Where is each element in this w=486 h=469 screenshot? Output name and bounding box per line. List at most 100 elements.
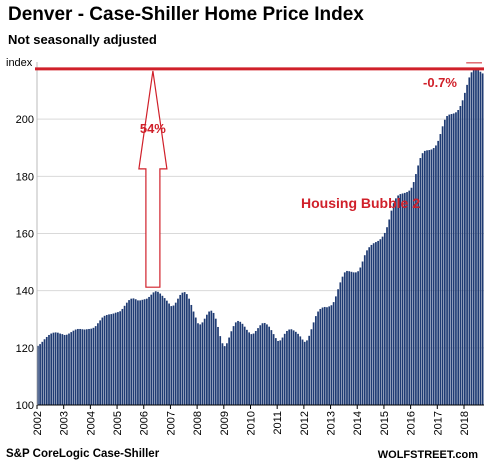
bar [423, 150, 426, 405]
bar [170, 306, 173, 405]
bar [266, 324, 268, 405]
bar [199, 324, 202, 405]
bar [163, 298, 166, 405]
bar [263, 322, 266, 405]
y-axis-label: index [6, 57, 33, 69]
bar [299, 336, 302, 405]
bar [290, 329, 293, 405]
y-tick-label: 120 [16, 343, 34, 355]
bar [77, 328, 79, 405]
bar [439, 134, 442, 405]
bar [183, 292, 186, 405]
bar [314, 316, 317, 405]
rise-percent-label: 54% [140, 121, 166, 136]
bubble-label: Housing Bubble 2 [301, 195, 420, 211]
chart-title: Denver - Case-Shiller Home Price Index [8, 4, 364, 25]
bar [297, 333, 299, 405]
bar [479, 71, 482, 405]
x-tick-label: 2013 [326, 411, 338, 435]
bar [97, 323, 99, 405]
bar [114, 312, 117, 405]
bar [310, 329, 313, 405]
bar [186, 294, 188, 405]
bar [261, 323, 264, 405]
bar [441, 126, 444, 405]
bar [172, 305, 175, 405]
bar [395, 198, 397, 405]
bar [288, 329, 291, 405]
bar [455, 112, 457, 405]
bar [355, 272, 357, 405]
bar [337, 289, 339, 405]
bar [359, 267, 362, 405]
bar [65, 334, 68, 405]
bar [383, 232, 386, 405]
y-tick-label: 160 [16, 229, 34, 241]
bar [386, 227, 388, 405]
bar [181, 292, 184, 405]
bar [105, 314, 108, 405]
bar [128, 300, 130, 405]
bar [352, 272, 355, 405]
bar [281, 337, 284, 405]
bar [159, 293, 162, 405]
x-tick-label: 2008 [192, 411, 204, 435]
bar [459, 106, 462, 406]
bar [83, 329, 86, 405]
bar [477, 70, 480, 405]
bar [268, 326, 271, 405]
bar [368, 247, 371, 405]
x-tick-label: 2005 [112, 411, 124, 435]
bar [341, 276, 344, 405]
bar [308, 335, 311, 405]
bar [294, 331, 297, 405]
bar [270, 330, 273, 405]
bar [125, 302, 128, 405]
bar [397, 195, 399, 405]
x-tick-label: 2003 [59, 411, 71, 435]
bar [177, 298, 179, 405]
bar [94, 326, 97, 405]
bar [234, 322, 237, 405]
bar [117, 312, 119, 405]
bar [79, 328, 81, 405]
recent-change-label: -0.7% [423, 75, 457, 90]
bar [57, 332, 59, 405]
bar [466, 84, 468, 406]
bar [412, 182, 415, 405]
bar [214, 318, 217, 405]
bar [361, 261, 364, 405]
bar [212, 312, 215, 405]
bar [110, 314, 113, 405]
bar [63, 334, 66, 405]
bar [152, 292, 155, 405]
bar [339, 282, 342, 405]
bar [239, 321, 242, 405]
bar [457, 110, 460, 406]
bar [419, 158, 422, 405]
bar [252, 333, 255, 405]
bar [406, 192, 408, 405]
bar [161, 295, 164, 405]
bar [363, 255, 366, 405]
bar [426, 150, 428, 405]
bar [232, 326, 235, 405]
bar [237, 320, 239, 405]
bar [85, 329, 88, 405]
bar [332, 302, 335, 405]
bar [377, 240, 379, 405]
bar [350, 271, 353, 405]
bar [312, 322, 315, 405]
bar [399, 194, 402, 405]
bar [317, 311, 319, 405]
bar [74, 329, 77, 405]
x-tick-label: 2011 [272, 411, 284, 435]
bar [470, 72, 473, 405]
bar [481, 73, 484, 406]
bar [217, 326, 219, 405]
x-tick-label: 2014 [352, 411, 364, 435]
source-note: S&P CoreLogic Case-Shiller [6, 448, 160, 460]
annotations: 54% -0.7% Housing Bubble 2 [35, 62, 484, 288]
bar [415, 174, 417, 405]
